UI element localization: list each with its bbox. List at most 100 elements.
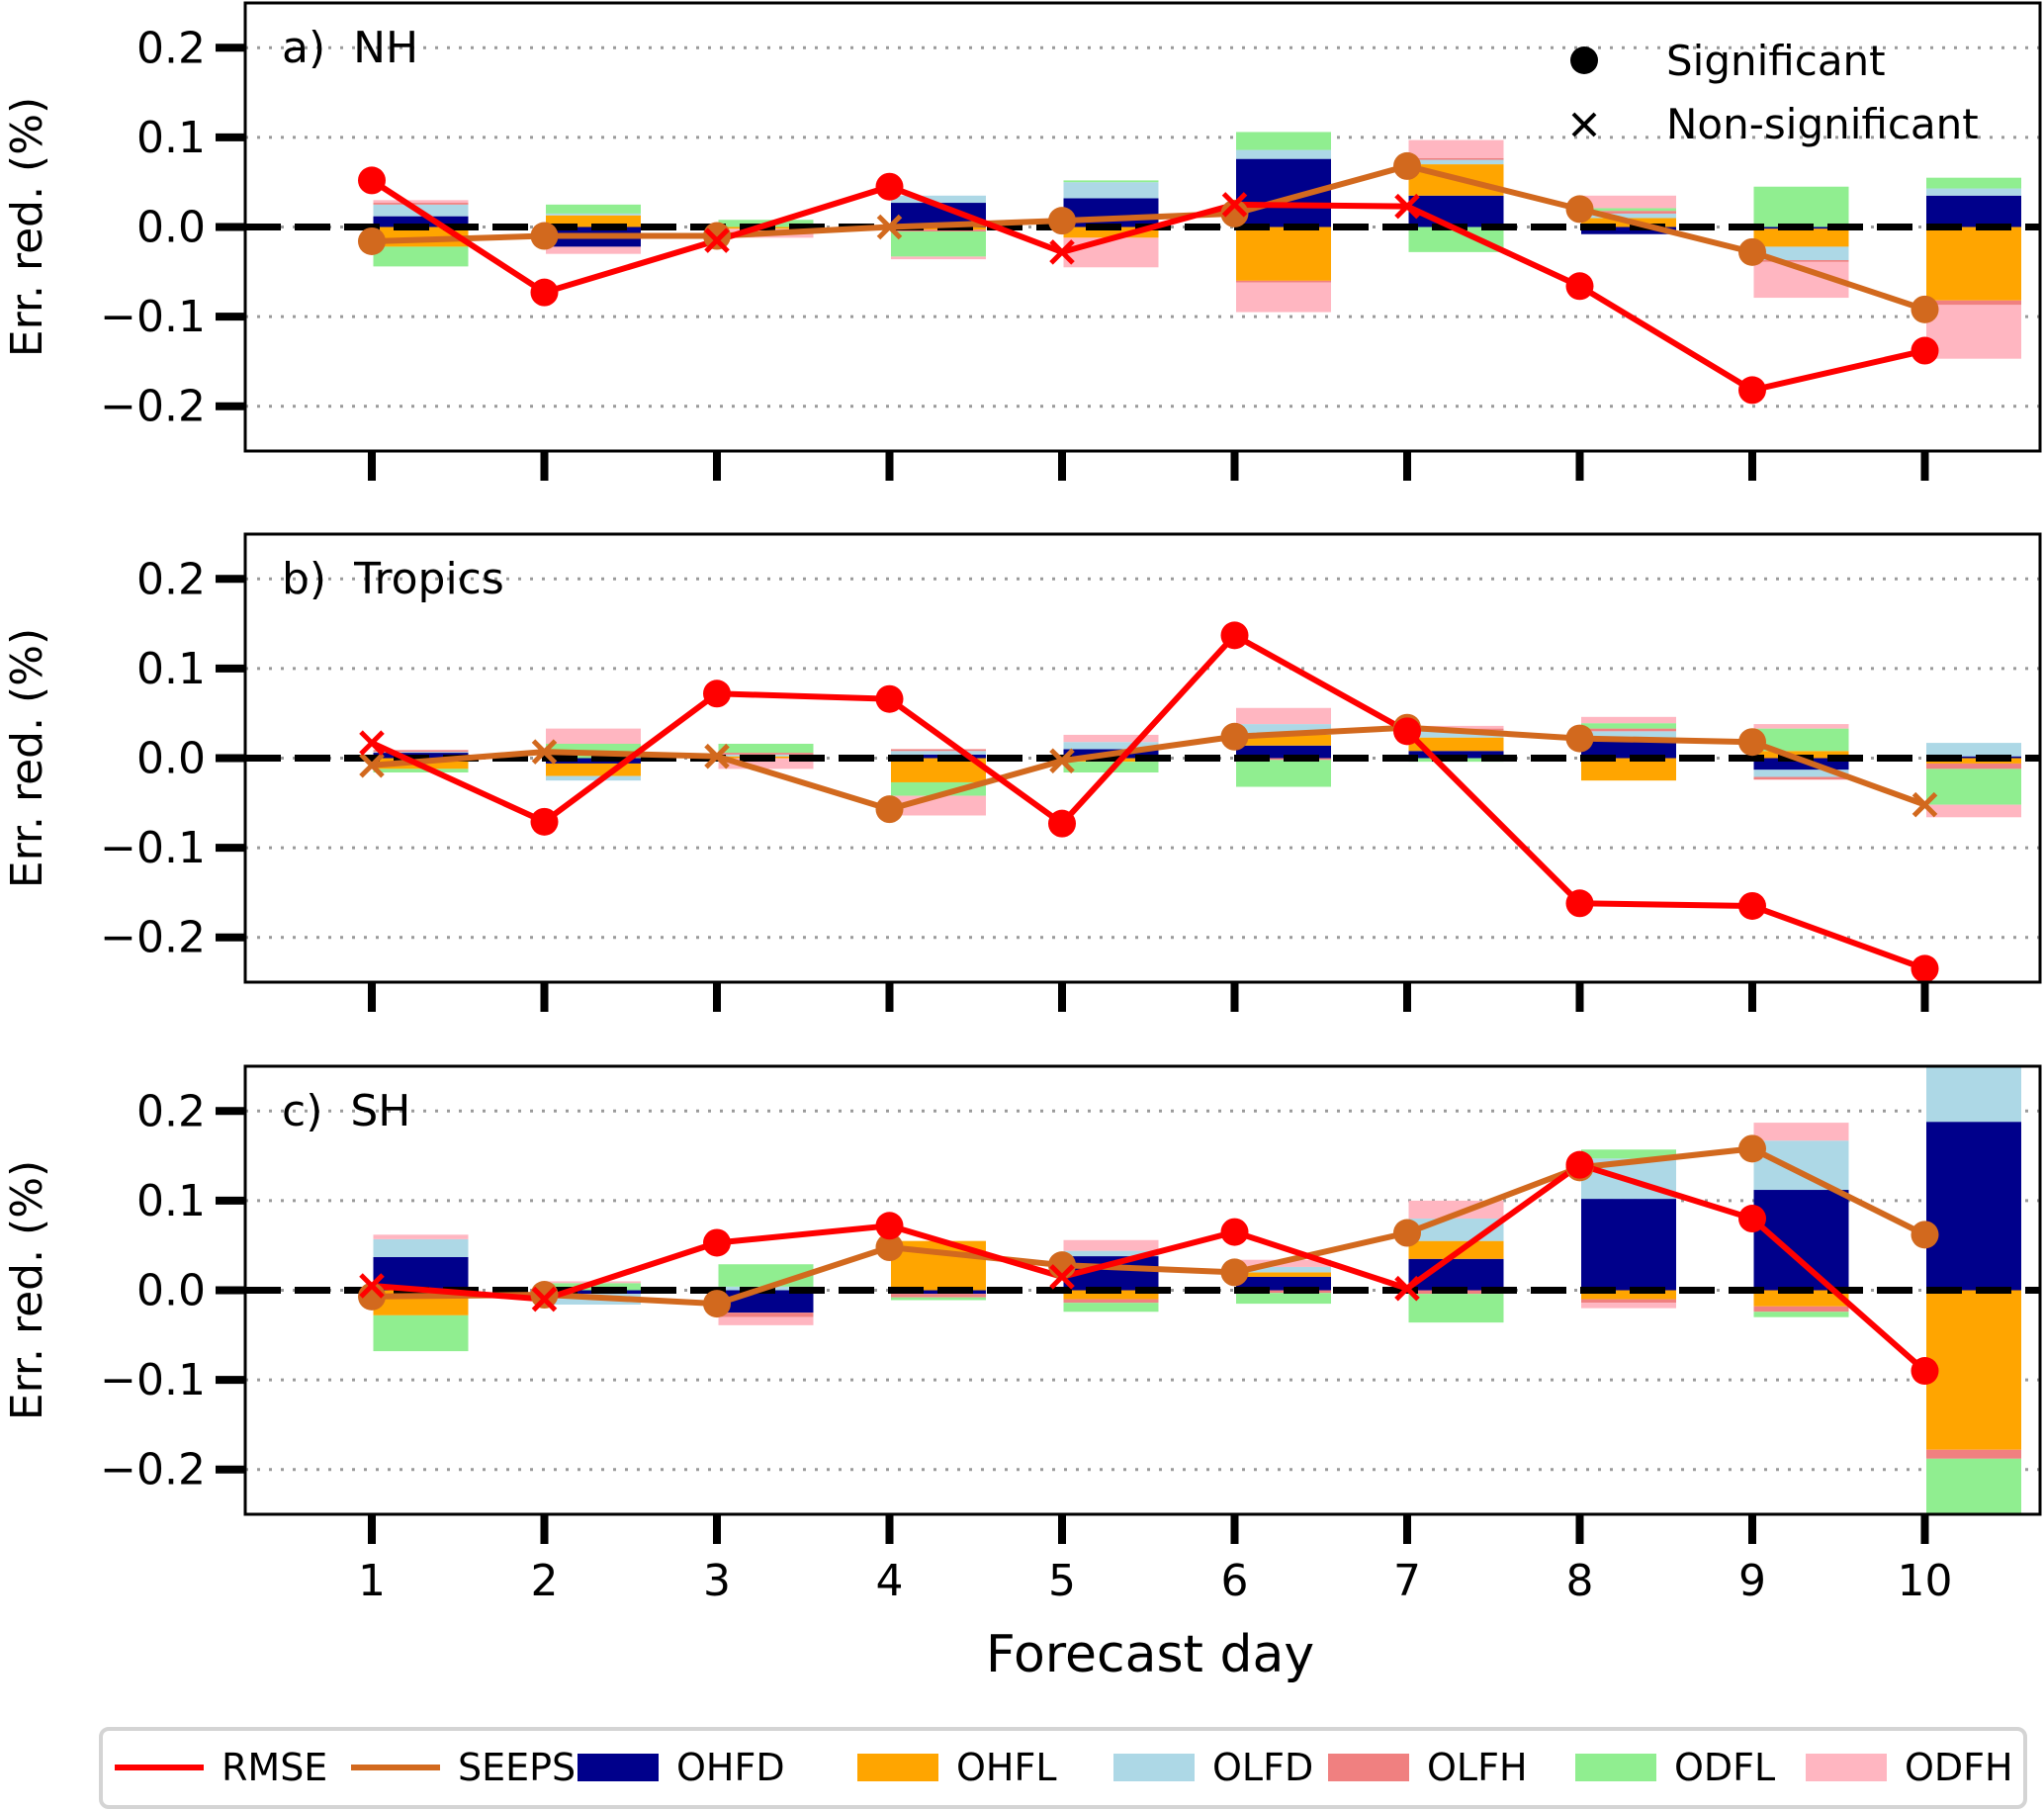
legend-item-odfl: ODFL xyxy=(1575,1746,1775,1789)
bar-olfd xyxy=(1408,730,1504,738)
x-stroke xyxy=(1049,239,1075,265)
bar-olfd xyxy=(1063,182,1159,199)
bar-olfh xyxy=(1753,776,1849,780)
seeps-point-significant xyxy=(1911,1221,1939,1249)
bar-olfh xyxy=(1581,1299,1676,1304)
seeps-point-significant xyxy=(1565,724,1594,753)
seeps-point-significant xyxy=(1911,295,1939,323)
bar-ohfd xyxy=(1926,195,2021,227)
bar-odfl xyxy=(891,781,986,796)
bar-ohfl xyxy=(1753,228,1849,247)
seeps-point-significant xyxy=(875,1233,904,1262)
bar-olfd xyxy=(1753,1140,1849,1191)
bar-olfd xyxy=(1753,246,1849,261)
rmse-point-significant xyxy=(1220,621,1249,650)
bar-odfl xyxy=(1581,1149,1676,1159)
bar-ohfl xyxy=(891,758,986,782)
bar-odfl xyxy=(1926,769,2021,805)
bar-odfh xyxy=(1926,804,2021,818)
rmse-point-significant xyxy=(1738,376,1766,405)
rmse-point-non-significant xyxy=(1221,192,1248,218)
rmse-point-significant xyxy=(1565,1150,1594,1179)
bar-odfl xyxy=(1753,1312,1849,1317)
x-stroke xyxy=(359,752,385,778)
bar-odfh xyxy=(1063,237,1159,268)
bar-ohfl xyxy=(1063,1290,1159,1300)
odfl-swatch-icon xyxy=(1575,1754,1656,1781)
y-axis-title: Err. red. (%) xyxy=(2,1160,52,1420)
seeps-point-significant xyxy=(1393,151,1421,180)
bar-odfh xyxy=(718,758,814,770)
rmse-point-non-significant xyxy=(1049,239,1075,265)
seeps-point-significant xyxy=(1048,207,1076,235)
x-stroke xyxy=(359,1273,385,1299)
rmse-point-significant xyxy=(1911,1357,1939,1386)
rmse-point-significant xyxy=(1220,1218,1249,1246)
rmse-point-non-significant xyxy=(359,730,385,756)
rmse-line xyxy=(370,631,1926,972)
seeps-point-significant xyxy=(1738,1134,1766,1163)
bar-ohfd xyxy=(1581,226,1676,234)
x-stroke xyxy=(1221,192,1248,218)
bar-olfh xyxy=(1581,211,1676,214)
bar-olfd xyxy=(1408,159,1504,165)
rmse-point-significant xyxy=(875,1212,904,1240)
bar-olfd xyxy=(1753,770,1849,777)
bar-ohfd xyxy=(1926,1122,2021,1291)
bar-odfh xyxy=(373,1234,469,1239)
seeps-point-significant xyxy=(1565,195,1594,224)
rmse-point-significant xyxy=(1911,336,1939,365)
x-tick-label: 10 xyxy=(1898,1556,1953,1606)
x-tick-label: 6 xyxy=(1221,1556,1249,1606)
legend-frame xyxy=(99,1727,2027,1809)
y-tick-label: 0.2 xyxy=(136,1086,206,1136)
bar-ohfl xyxy=(1926,1290,2021,1450)
panel-label: b) Tropics xyxy=(282,554,504,604)
bar-ohfl xyxy=(1236,734,1331,746)
seeps-point-significant xyxy=(1738,728,1766,757)
bar-odfh xyxy=(1753,1123,1849,1141)
bar-odfh xyxy=(1581,195,1676,209)
bar-odfh xyxy=(891,256,986,260)
y-tick-label: −0.2 xyxy=(100,913,206,963)
y-tick-label: 0.1 xyxy=(136,644,206,694)
seeps-point-non-significant xyxy=(1049,748,1075,773)
x-tick-label: 8 xyxy=(1566,1556,1594,1606)
bar-odfl xyxy=(1753,728,1849,752)
bar-olfh xyxy=(373,750,469,753)
rmse-point-significant xyxy=(358,166,386,195)
marker-legend-significant: Significant xyxy=(1666,37,1886,85)
bar-odfh xyxy=(1926,305,2021,359)
bar-ohfd xyxy=(373,216,469,227)
bar-odfl xyxy=(1926,177,2021,189)
plot-area xyxy=(245,621,2040,982)
legend-label: OLFD xyxy=(1212,1746,1313,1789)
x-stroke xyxy=(1911,791,1938,818)
bar-olfd xyxy=(1926,743,2021,757)
bar-odfl xyxy=(373,769,469,772)
bar-olfh xyxy=(891,749,986,752)
bar-ohfl xyxy=(1063,226,1159,238)
y-axis-title: Err. red. (%) xyxy=(2,97,52,357)
x-stroke xyxy=(704,227,730,253)
bar-odfl xyxy=(1753,186,1849,227)
bar-olfh xyxy=(891,1294,986,1298)
y-tick-label: −0.2 xyxy=(100,382,206,432)
rmse-point-non-significant xyxy=(1394,193,1420,220)
bar-olfd xyxy=(373,752,469,754)
bar-odfl xyxy=(1408,1294,1504,1323)
seeps-point-non-significant xyxy=(704,743,730,770)
seeps-point-significant xyxy=(530,222,559,250)
bar-odfh xyxy=(1063,734,1159,743)
seeps-point-non-significant xyxy=(1911,791,1938,818)
x-stroke xyxy=(531,1286,558,1313)
seeps-point-significant xyxy=(703,222,731,250)
legend-item-seeps: SEEPS xyxy=(351,1746,576,1789)
rmse-point-non-significant xyxy=(531,1286,558,1313)
x-tick-label: 5 xyxy=(1048,1556,1076,1606)
rmse-line xyxy=(371,1161,1927,1374)
bar-odfh xyxy=(373,200,469,204)
x-tick-label: 2 xyxy=(531,1556,559,1606)
